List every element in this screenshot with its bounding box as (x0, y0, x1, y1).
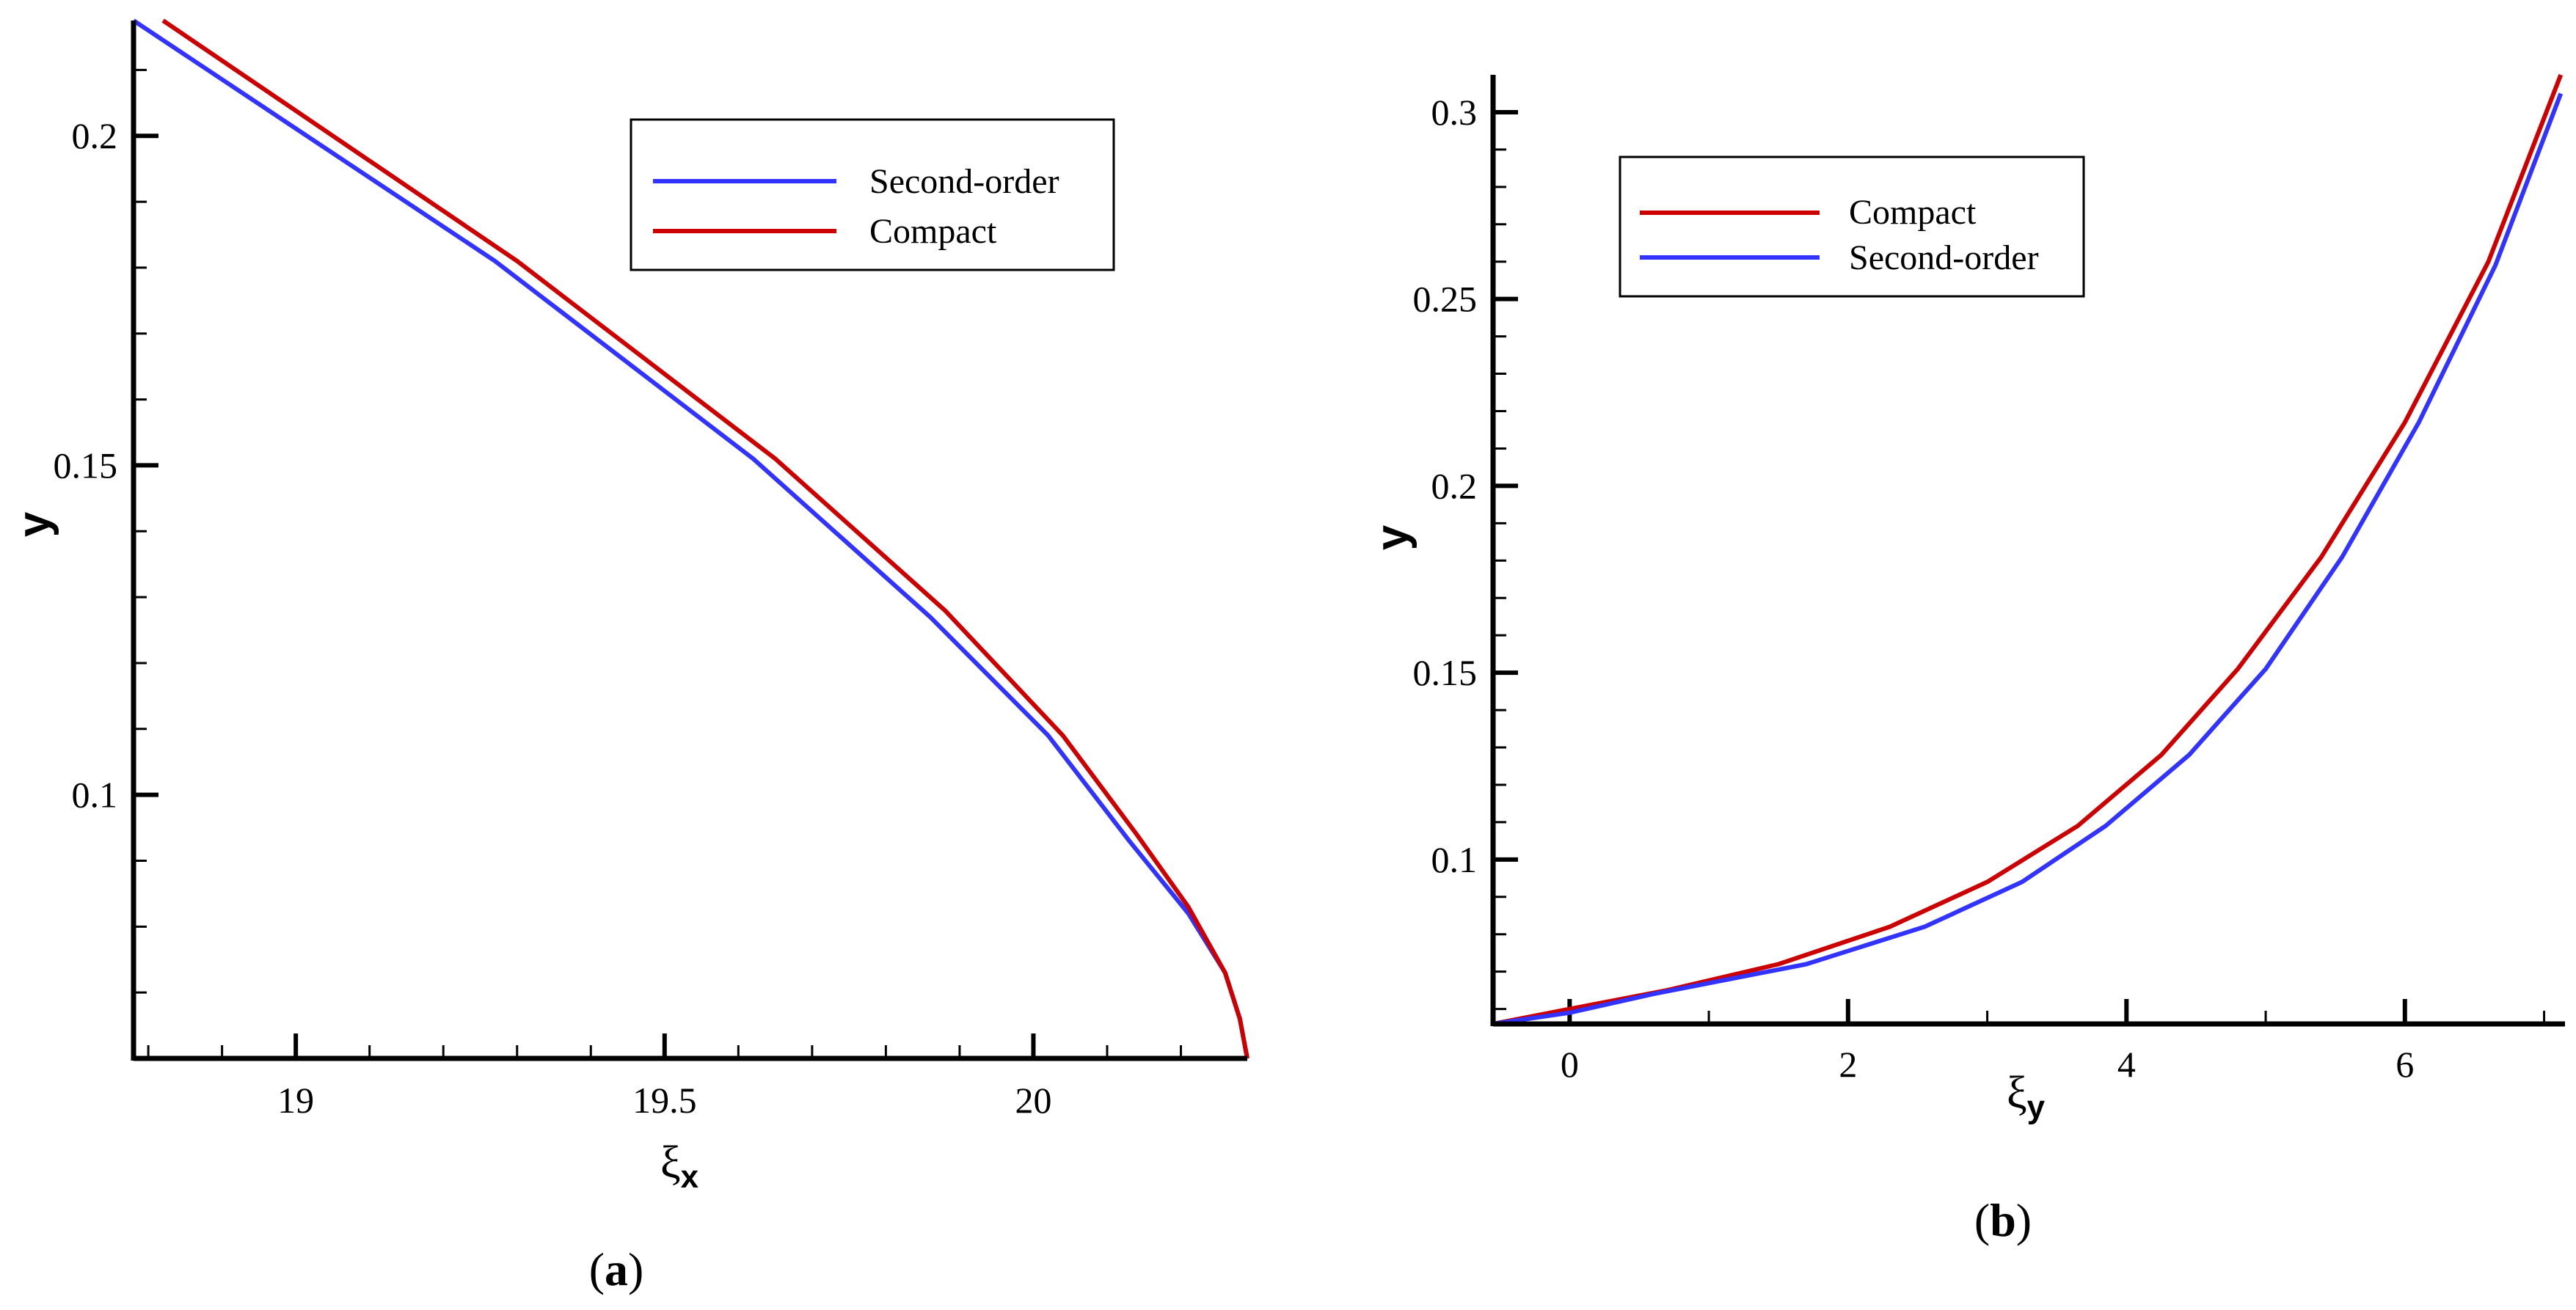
panel-a-caption: (a) (589, 1243, 644, 1295)
panel-b-series-second-order (1492, 92, 2564, 1026)
panel-a-major-ticks (134, 133, 1036, 1058)
panel-a-legend: Second-order Compact (630, 118, 1115, 271)
panel-a-y-tick-label: 0.2 (72, 115, 118, 156)
panel-a: 19 19.5 200.10.150.2 Second-order Compact … (9, 18, 1249, 1295)
panel-b-x-tick-label: 2 (1839, 1044, 1857, 1085)
panel-b: 0 2 4 6 0.1 0.15 0.2 0.25 0.3 Compact Second-ord… (1367, 73, 2565, 1246)
panel-a-x-tick-label: 19.5 (632, 1080, 697, 1121)
panel-b-y-tick-label: 0.3 (1431, 92, 1478, 133)
panel-a-x-axis-subscript: x (681, 1159, 699, 1195)
panel-a-y-tick-label: 0.15 (54, 444, 118, 486)
panel-b-x-axis-symbol: ξ (2007, 1068, 2027, 1118)
panel-a-tick-labels: 19 19.5 20 0.1 0.15 0.2 (54, 115, 1052, 1121)
panel-b-x-axis-title: ξy (2007, 1068, 2046, 1125)
panel-b-legend-box (1619, 155, 2085, 298)
panel-a-legend-box (630, 118, 1115, 271)
panel-a-x-tick-label: 20 (1015, 1080, 1051, 1121)
panel-a-legend-label-compact: Compact (869, 212, 997, 251)
panel-b-legend-label-compact: Compact (1849, 193, 1977, 232)
panel-b-y-axis-title: y (1367, 524, 1417, 550)
panel-b-y-tick-label: 0.1 (1431, 839, 1478, 880)
panel-a-x-axis-title: ξx (660, 1138, 699, 1195)
panel-b-legend: Compact Second-order (1619, 155, 2085, 298)
panel-a-x-axis-symbol: ξ (660, 1138, 681, 1188)
panel-b-y-tick-label: 0.2 (1431, 465, 1478, 506)
panel-a-x-tick-label: 19 (277, 1080, 314, 1121)
panel-b-legend-label-second-order: Second-order (1849, 238, 2039, 277)
panel-a-legend-label-second-order: Second-order (869, 162, 1059, 201)
panel-b-y-tick-label: 0.25 (1413, 279, 1478, 320)
panel-b-y-tick-label: 0.15 (1413, 652, 1478, 693)
panel-b-x-tick-label: 6 (2396, 1044, 2414, 1085)
panel-b-series (1492, 73, 2564, 1026)
panel-b-x-tick-label: 0 (1561, 1044, 1579, 1085)
panel-b-x-tick-label: 4 (2117, 1044, 2136, 1085)
panel-b-x-axis-subscript: y (2027, 1089, 2046, 1125)
panel-b-tick-labels: 0 2 4 6 0.1 0.15 0.2 0.25 0.3 (1413, 92, 2415, 1085)
panel-a-series-compact (161, 18, 1249, 1059)
panel-a-y-axis-title: y (9, 511, 59, 537)
panel-a-y-tick-label: 0.1 (72, 775, 118, 816)
panel-a-series (132, 18, 1249, 1059)
panel-b-caption: (b) (1974, 1194, 2032, 1246)
